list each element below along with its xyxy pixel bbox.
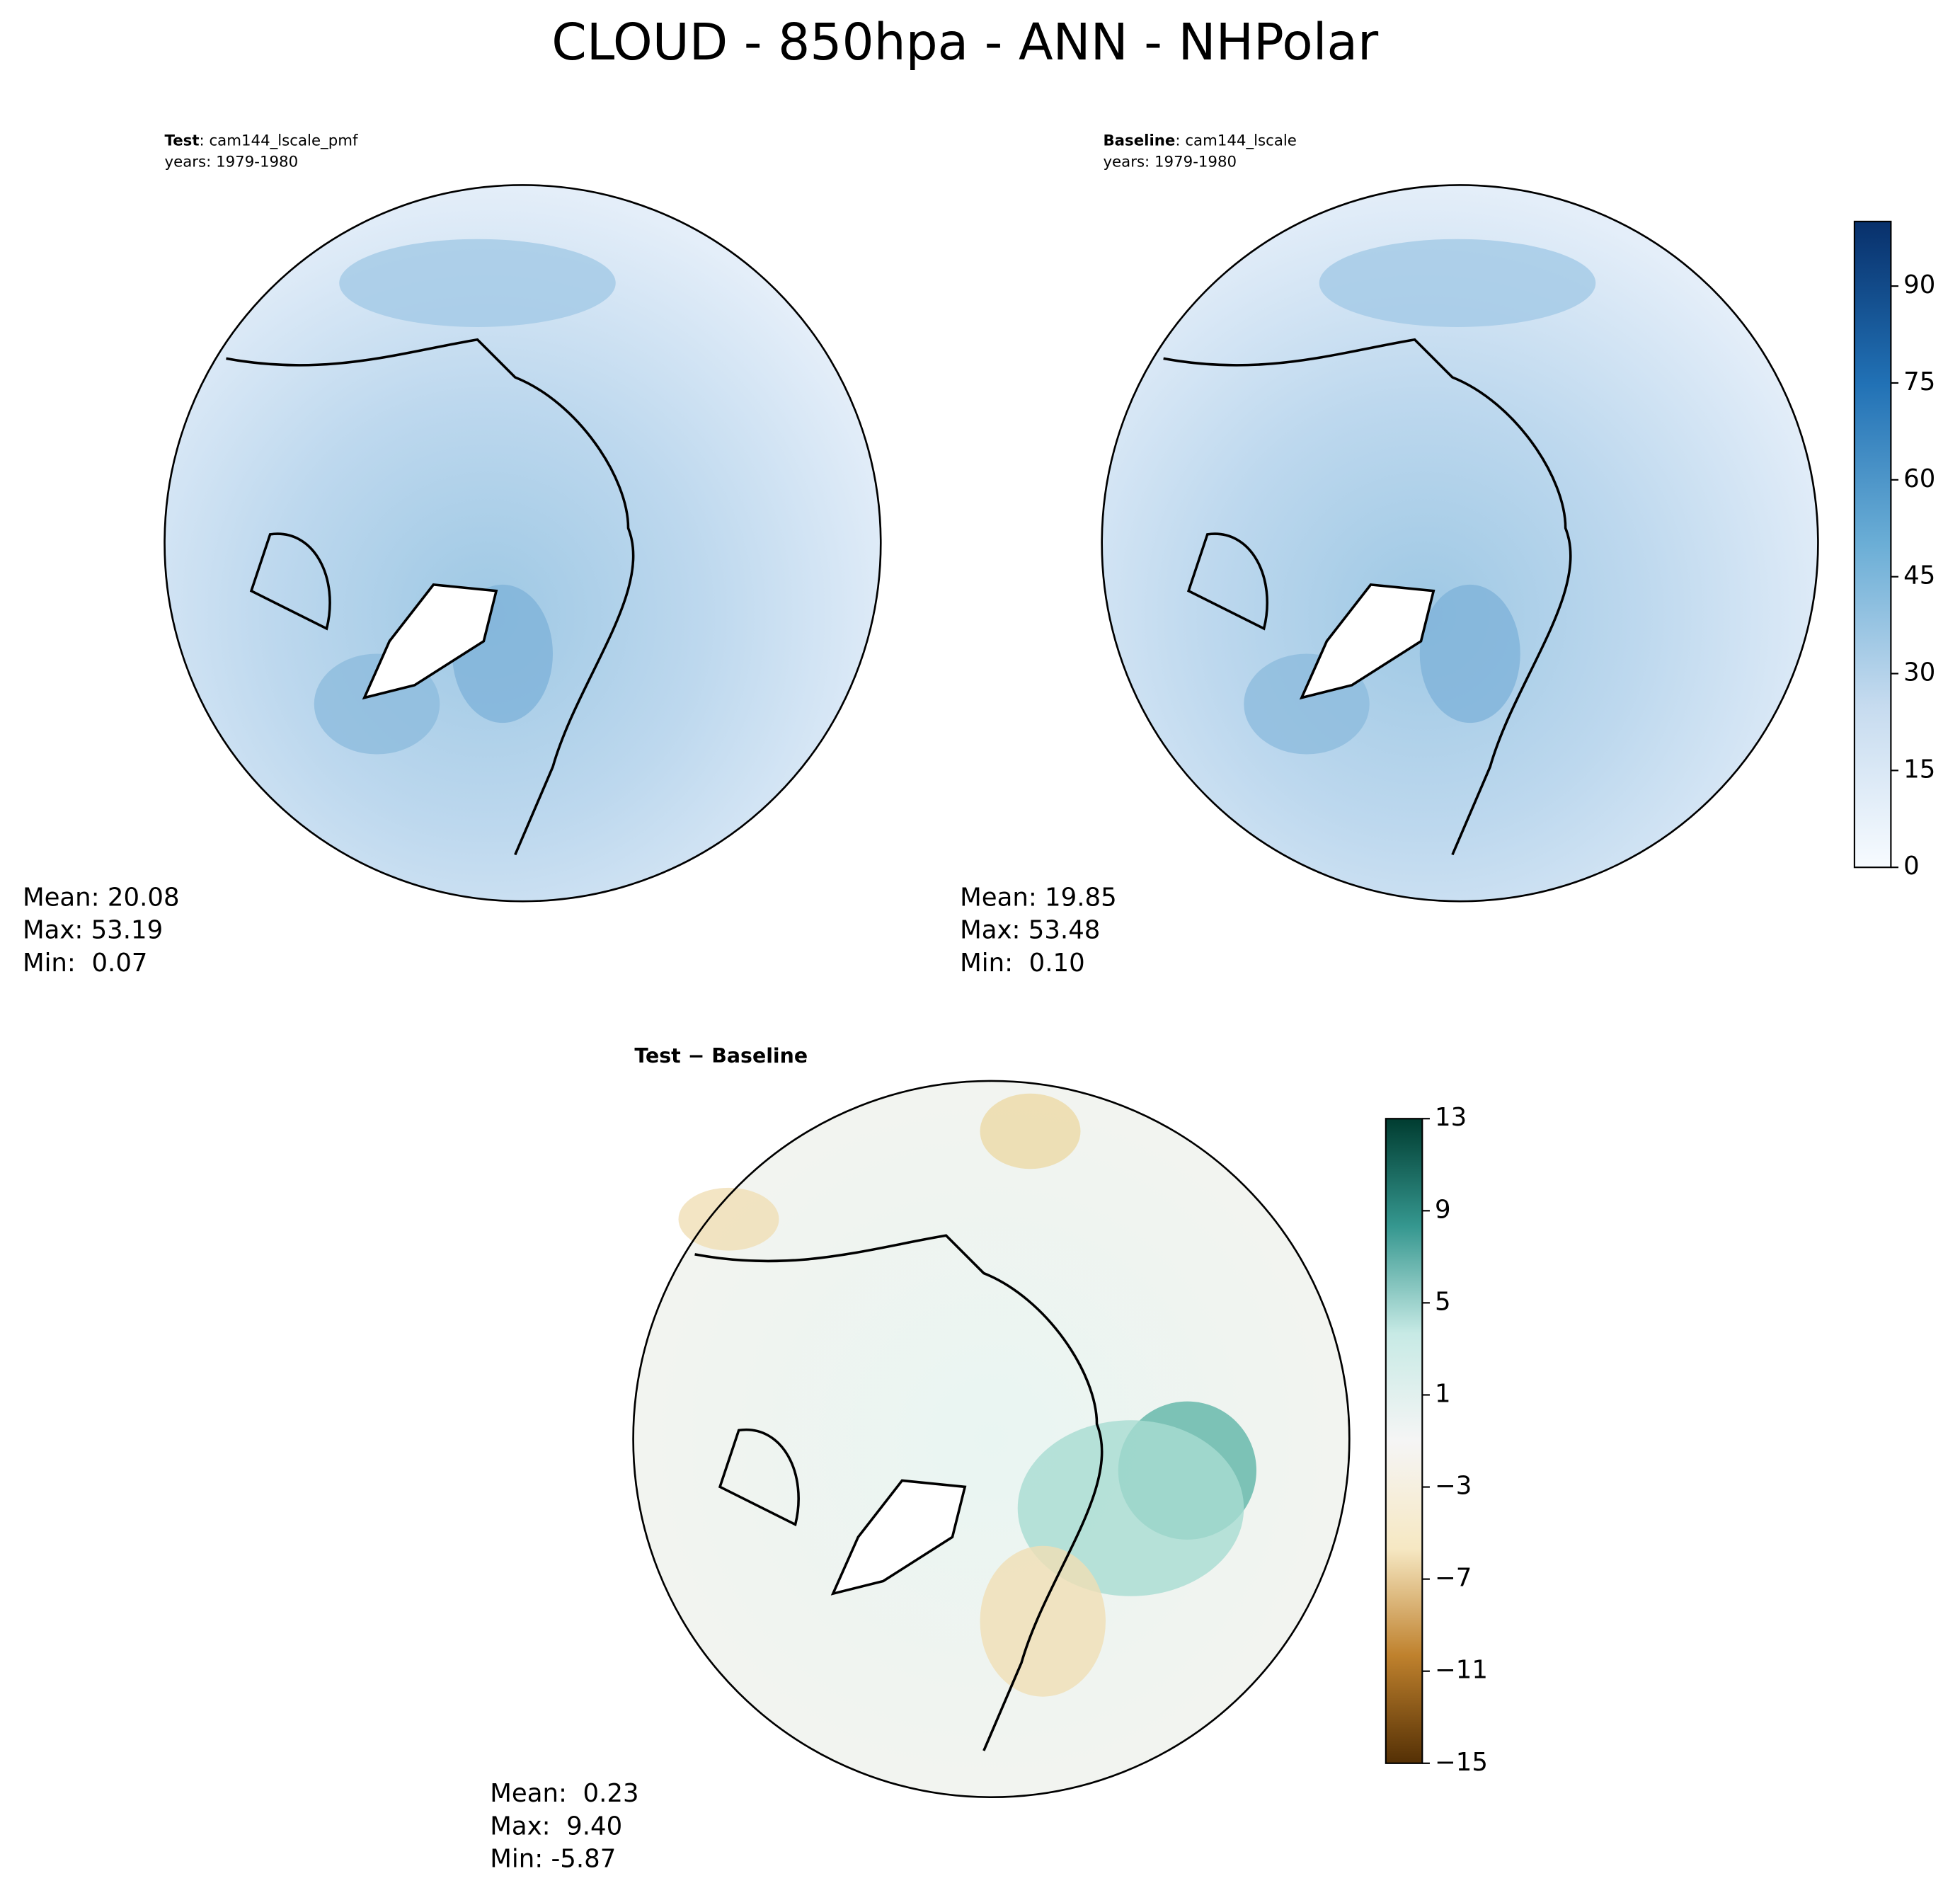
coastline (694, 1234, 1104, 1751)
polar-map (1101, 184, 1819, 903)
panel-label-bold: Baseline (1103, 132, 1175, 149)
colorbar-tick-label: −7 (1435, 1564, 1472, 1593)
panel-stat: Max: 53.48 (960, 916, 1100, 945)
panel-label-case: : cam144_lscale_pmf (200, 132, 358, 149)
map-field (339, 239, 616, 327)
colorbar-tick-label: 75 (1903, 367, 1935, 396)
greenland (830, 1479, 967, 1596)
map-field (980, 1093, 1081, 1169)
panel-label: Test: cam144_lscale_pmf (165, 132, 358, 149)
coastline (1186, 532, 1268, 631)
panel-label-bold: Test (165, 132, 200, 149)
greenland (362, 583, 498, 700)
panel-label: Test − Baseline (634, 1044, 808, 1068)
colorbar (1385, 1118, 1423, 1764)
colorbar-tick-label: 45 (1903, 561, 1935, 590)
polar-map (164, 184, 882, 903)
panel-label-case: : cam144_lscale (1175, 132, 1297, 149)
colorbar-tick-label: 9 (1435, 1195, 1451, 1224)
map-boundary (164, 184, 882, 903)
panel-stat: Min: 0.07 (23, 949, 148, 978)
panel-stat: Mean: 20.08 (23, 883, 180, 912)
map-field (1017, 1420, 1244, 1596)
coastline (1163, 338, 1572, 856)
coastline (249, 532, 331, 631)
panel-years: years: 1979-1980 (165, 153, 299, 171)
panel-stat: Mean: 19.85 (960, 883, 1117, 912)
coastline (226, 338, 635, 856)
map-boundary (632, 1080, 1351, 1799)
map-field (1319, 239, 1596, 327)
panel-stat: Min: -5.87 (490, 1844, 616, 1873)
colorbar-tick-label: 15 (1903, 755, 1935, 784)
colorbar (1853, 220, 1892, 869)
colorbar-tick-label: −3 (1435, 1472, 1472, 1501)
polar-map (632, 1080, 1351, 1799)
figure-title: CLOUD - 850hpa - ANN - NHPolar (551, 13, 1379, 71)
colorbar-tick-label: 0 (1903, 852, 1920, 881)
colorbar-tick-label: 13 (1435, 1103, 1467, 1132)
coastline (718, 1428, 800, 1527)
panel-years: years: 1979-1980 (1103, 153, 1237, 171)
greenland (1299, 583, 1435, 700)
colorbar-tick-label: 60 (1903, 464, 1935, 493)
panel-label: Baseline: cam144_lscale (1103, 132, 1296, 149)
map-field (1419, 584, 1520, 723)
colorbar-tick-label: 5 (1435, 1287, 1451, 1316)
map-field (980, 1545, 1106, 1697)
panel-stat: Mean: 0.23 (490, 1779, 638, 1808)
panel-stat: Max: 53.19 (23, 916, 163, 945)
colorbar-tick-label: 30 (1903, 658, 1935, 687)
map-boundary (1101, 184, 1819, 903)
colorbar-tick-label: 90 (1903, 270, 1935, 299)
panel-stat: Max: 9.40 (490, 1812, 622, 1841)
panel-stat: Min: 0.10 (960, 949, 1085, 978)
map-field (678, 1187, 779, 1251)
colorbar-tick-label: −11 (1435, 1656, 1488, 1685)
colorbar-tick-label: −15 (1435, 1748, 1488, 1777)
colorbar-tick-label: 1 (1435, 1379, 1451, 1408)
